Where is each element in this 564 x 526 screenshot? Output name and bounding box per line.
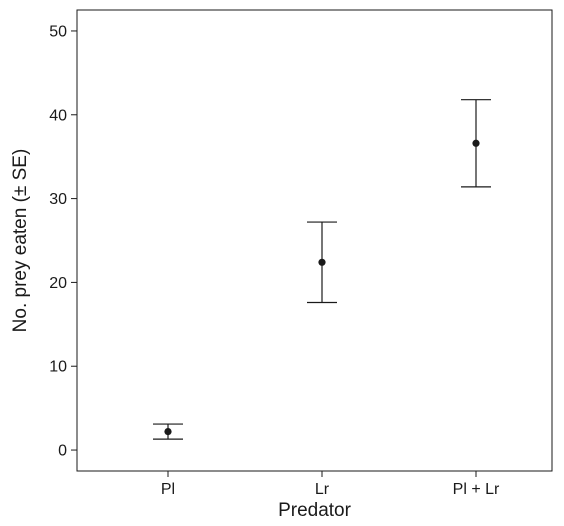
x-tick-label: Pl [161,481,175,498]
data-point [472,139,480,147]
y-tick-label: 20 [49,275,67,292]
y-axis-title: No. prey eaten (± SE) [10,149,31,333]
y-tick-label: 30 [49,191,67,208]
y-tick-label: 0 [58,443,67,460]
x-tick-label: Pl + Lr [453,481,500,498]
data-marks [153,99,491,440]
x-tick-label: Lr [315,481,330,498]
data-point [164,428,172,436]
x-axis-title: Predator [278,500,352,521]
y-tick-label: 50 [49,23,67,40]
x-axis: Pl Lr Pl + Lr [161,471,500,498]
y-tick-label: 40 [49,107,67,124]
data-point [318,258,326,266]
plot-frame [76,9,553,472]
y-axis: 0 10 20 30 40 50 [49,23,77,460]
y-tick-label: 10 [49,359,67,376]
